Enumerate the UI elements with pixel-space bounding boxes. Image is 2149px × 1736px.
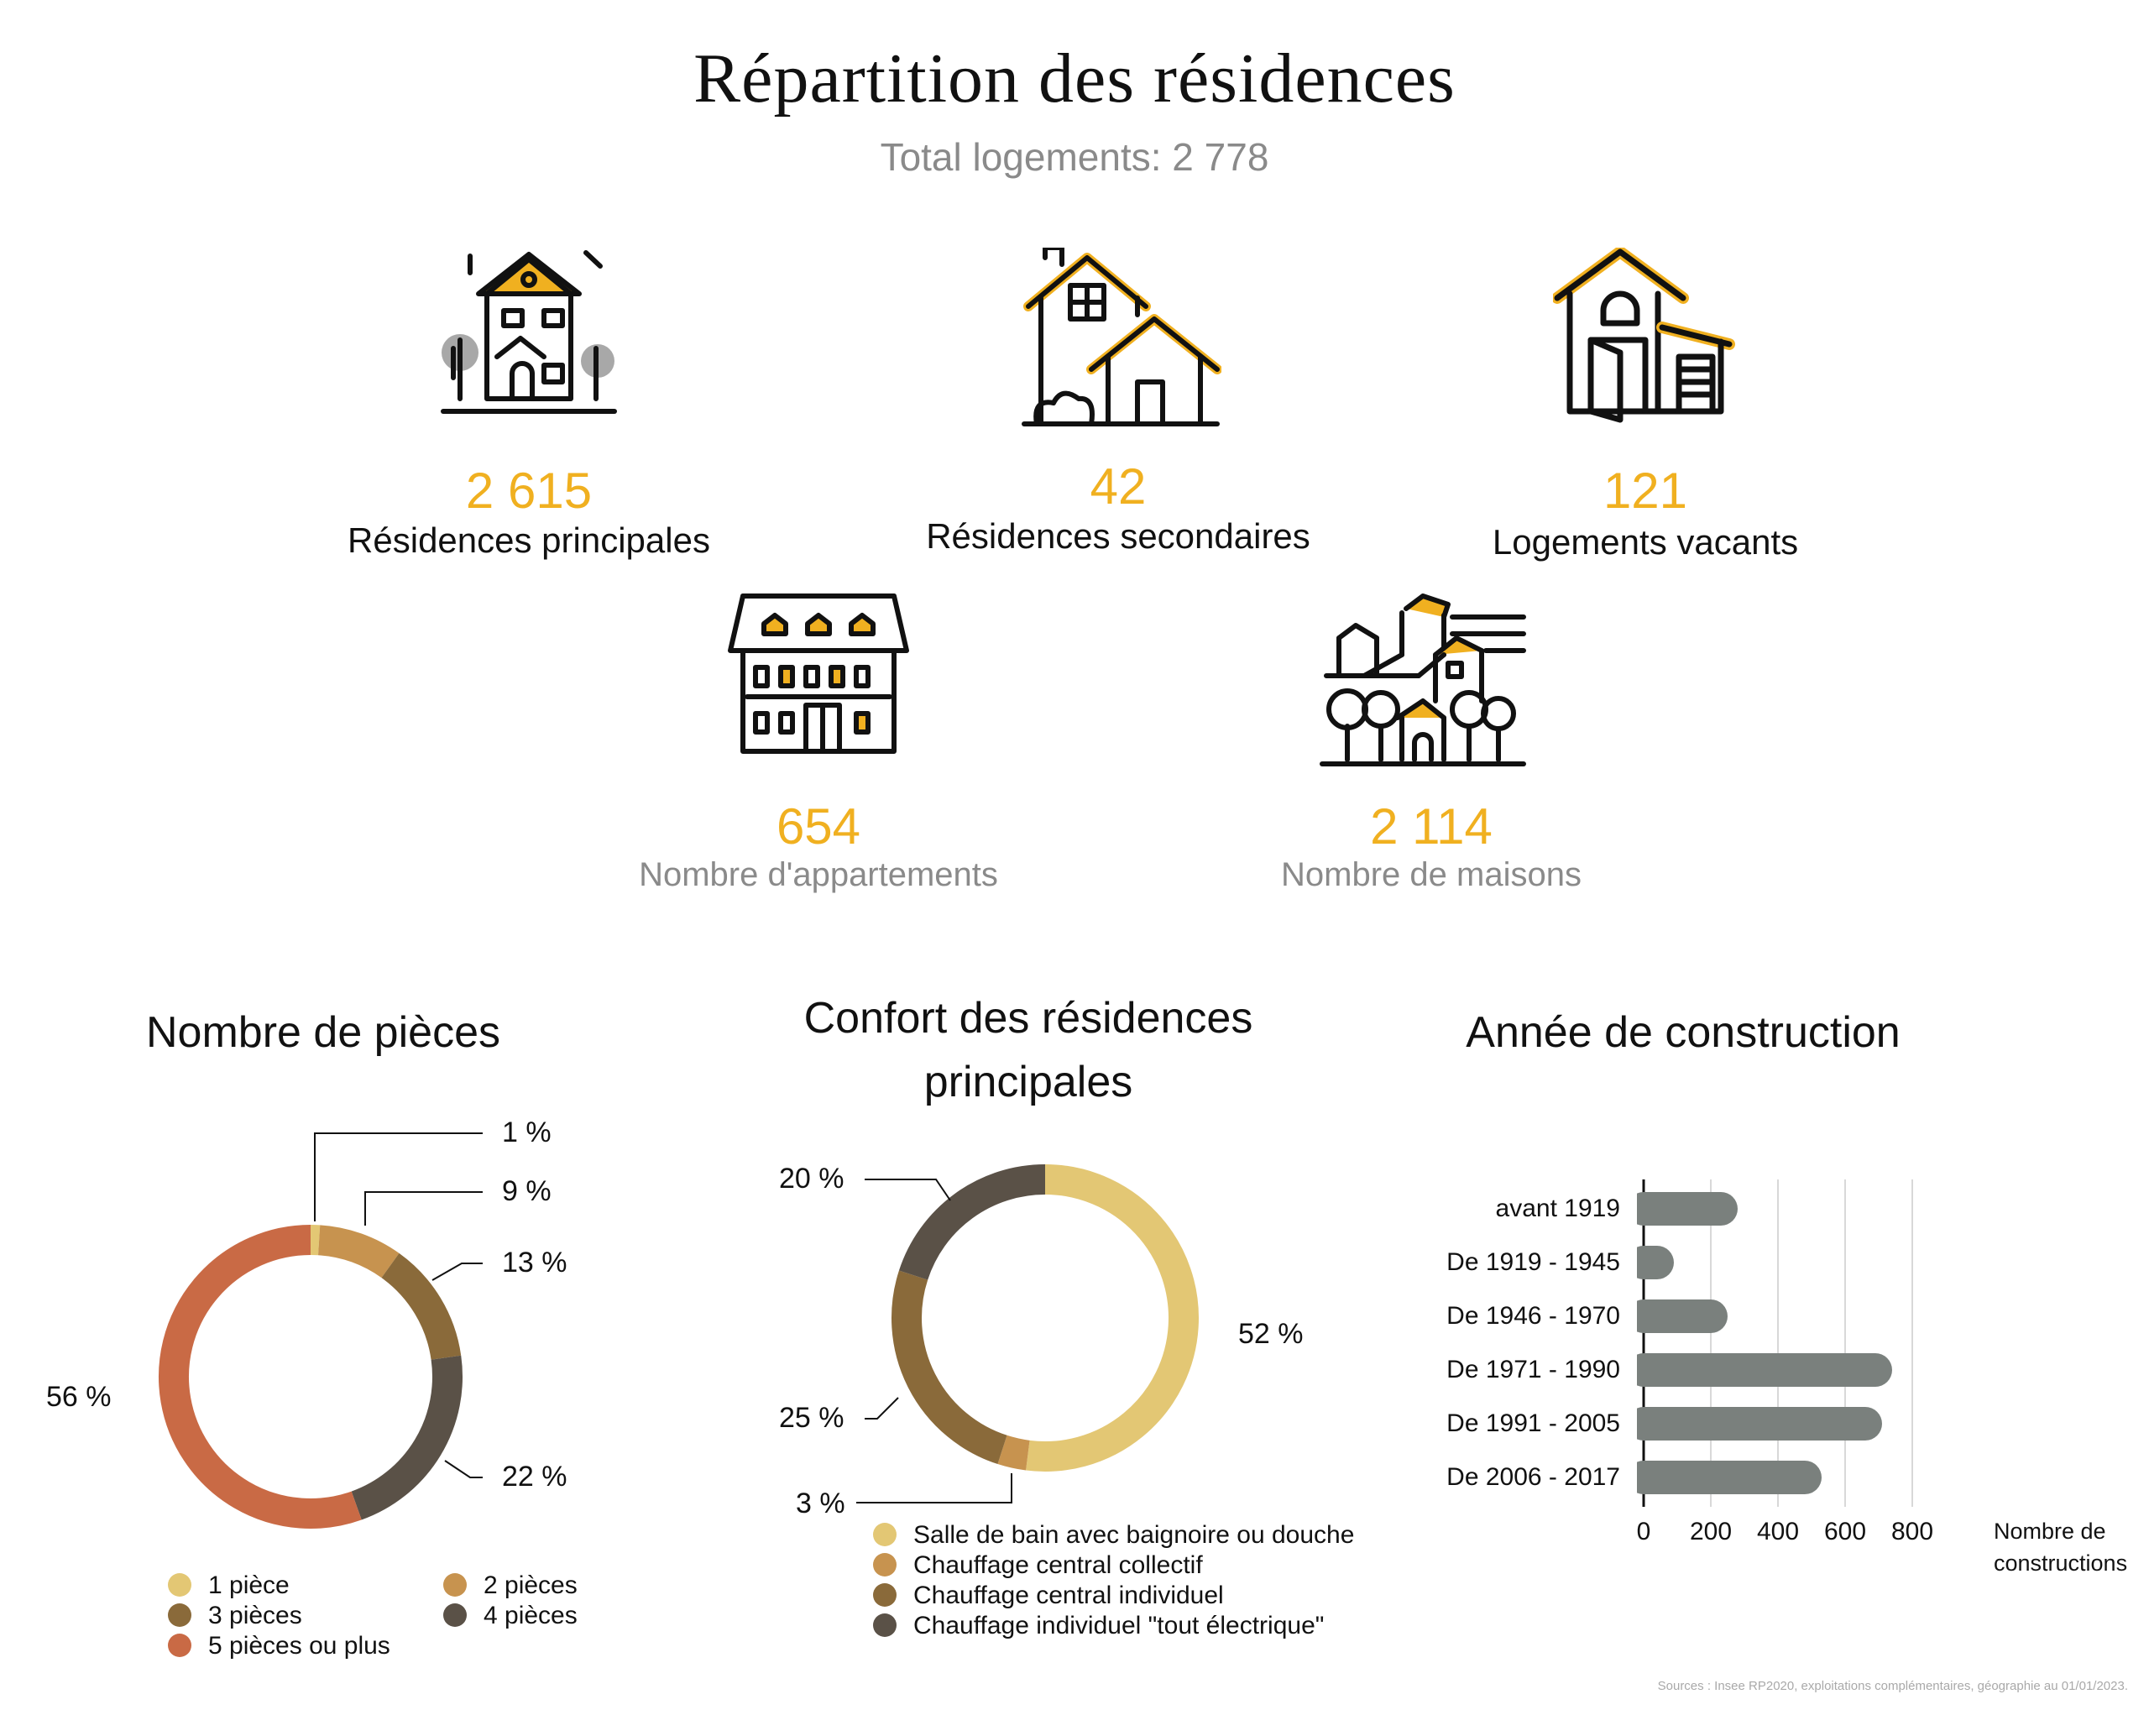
- pct-label-pieces-1: 1 %: [502, 1116, 552, 1148]
- leader-line-25: [865, 1397, 899, 1420]
- pct-label-pieces-5: 56 %: [46, 1381, 112, 1413]
- donut-chart-confort: [856, 1164, 1199, 1503]
- legend-item-chauffage-individuel: Chauffage central individuel: [873, 1582, 1224, 1610]
- bar-category-label: De 1991 - 2005: [1446, 1409, 1620, 1437]
- donut-slice-4-pieces: [351, 1355, 463, 1520]
- bar-4: [1637, 1407, 1882, 1441]
- page-title: Répartition des résidences: [693, 39, 1456, 118]
- stat-label-logements-vacants: Logements vacants: [1492, 522, 1799, 562]
- donut-slice-3-pieces: [381, 1252, 462, 1361]
- donut-slice-2-pieces: [317, 1225, 400, 1278]
- leader-line-2: [364, 1191, 483, 1226]
- leader-line-3: [856, 1473, 1012, 1503]
- leader-line-4: [444, 1460, 483, 1478]
- house-open-door-icon: [1553, 248, 1735, 423]
- legend-dot: [873, 1523, 897, 1546]
- pct-label-confort-1: 52 %: [1238, 1318, 1304, 1350]
- chart-title-construction: Année de construction: [1466, 1008, 1901, 1057]
- donut-slice-salle-de-bain: [1026, 1164, 1199, 1472]
- leader-line-1: [314, 1132, 483, 1221]
- legend-dot: [873, 1613, 897, 1637]
- legend-dot: [443, 1573, 467, 1597]
- bar-0: [1637, 1192, 1738, 1226]
- pct-label-confort-3: 25 %: [779, 1402, 844, 1434]
- bar-category-label: De 1919 - 1945: [1446, 1248, 1620, 1276]
- legend-item-2-pieces: 2 pièces: [443, 1571, 578, 1600]
- legend-dot: [443, 1603, 467, 1627]
- pct-label-pieces-4: 22 %: [502, 1461, 567, 1493]
- stat-value-appartements: 654: [776, 798, 861, 855]
- village-icon: [1320, 593, 1526, 766]
- stat-label-appartements: Nombre d'appartements: [639, 856, 998, 893]
- donut-slice-chauffage-individuel: [891, 1270, 1007, 1465]
- bar-category-label: De 1971 - 1990: [1446, 1356, 1620, 1383]
- bar-chart-construction: [1637, 1179, 1913, 1507]
- chart-title-pieces: Nombre de pièces: [146, 1008, 500, 1057]
- legend-item-3-pieces: 3 pièces: [168, 1602, 302, 1630]
- x-tick-label: 200: [1689, 1518, 1733, 1545]
- x-axis-label: Nombre de constructions: [1994, 1519, 2128, 1576]
- page-subtitle: Total logements: 2 778: [880, 135, 1269, 179]
- legend-dot: [168, 1634, 191, 1657]
- bar-5: [1637, 1461, 1822, 1494]
- stat-label-residences-secondaires: Résidences secondaires: [926, 516, 1310, 556]
- bar-category-label: De 2006 - 2017: [1446, 1463, 1620, 1491]
- leader-line-20: [865, 1179, 951, 1201]
- stat-value-residences-secondaires: 42: [1090, 458, 1147, 515]
- x-tick-label: 600: [1823, 1518, 1867, 1545]
- stat-value-logements-vacants: 121: [1603, 463, 1688, 519]
- pct-label-confort-2: 3 %: [796, 1488, 845, 1519]
- stat-value-residences-principales: 2 615: [465, 463, 593, 519]
- donut-slice-chauffage-collectif: [997, 1435, 1030, 1471]
- two-houses-icon: [1022, 248, 1221, 426]
- legend-item-salle-de-bain: Salle de bain avec baignoire ou douche: [873, 1521, 1354, 1550]
- x-tick-label: 800: [1890, 1518, 1934, 1545]
- chart-title-confort: Confort des résidences principales: [803, 994, 1253, 1106]
- pct-label-pieces-2: 9 %: [502, 1175, 552, 1207]
- bar-3: [1637, 1353, 1892, 1387]
- bar-category-label: avant 1919: [1495, 1195, 1620, 1222]
- bar-2: [1637, 1299, 1728, 1333]
- townhouse-icon: [441, 250, 617, 414]
- pct-label-confort-4: 20 %: [779, 1163, 844, 1195]
- legend-dot: [873, 1583, 897, 1607]
- legend-item-4-pieces: 4 pièces: [443, 1602, 578, 1630]
- stat-value-maisons: 2 114: [1370, 798, 1493, 855]
- legend-dot: [168, 1573, 191, 1597]
- legend-dot: [873, 1553, 897, 1577]
- bar-category-label: De 1946 - 1970: [1446, 1302, 1620, 1330]
- source-note: Sources : Insee RP2020, exploitations co…: [1657, 1679, 2128, 1693]
- legend-item-1-piece: 1 pièce: [168, 1571, 290, 1600]
- leader-line-3: [431, 1263, 483, 1281]
- stat-label-maisons: Nombre de maisons: [1281, 856, 1582, 893]
- x-tick-label: 0: [1636, 1518, 1651, 1545]
- legend-item-chauffage-collectif: Chauffage central collectif: [873, 1551, 1203, 1580]
- stat-label-residences-principales: Résidences principales: [348, 520, 710, 560]
- donut-chart-pieces: [159, 1132, 483, 1529]
- bar-1: [1637, 1246, 1674, 1279]
- donut-slice-5-pieces-ou-plus: [159, 1225, 362, 1529]
- legend-dot: [168, 1603, 191, 1627]
- donut-slice-tout-electrique: [898, 1164, 1046, 1280]
- x-tick-label: 400: [1756, 1518, 1800, 1545]
- legend-item-tout-electrique: Chauffage individuel "tout électrique": [873, 1612, 1324, 1640]
- pct-label-pieces-3: 13 %: [502, 1247, 567, 1278]
- apartment-building-icon: [728, 593, 909, 754]
- legend-item-5-pieces: 5 pièces ou plus: [168, 1632, 390, 1660]
